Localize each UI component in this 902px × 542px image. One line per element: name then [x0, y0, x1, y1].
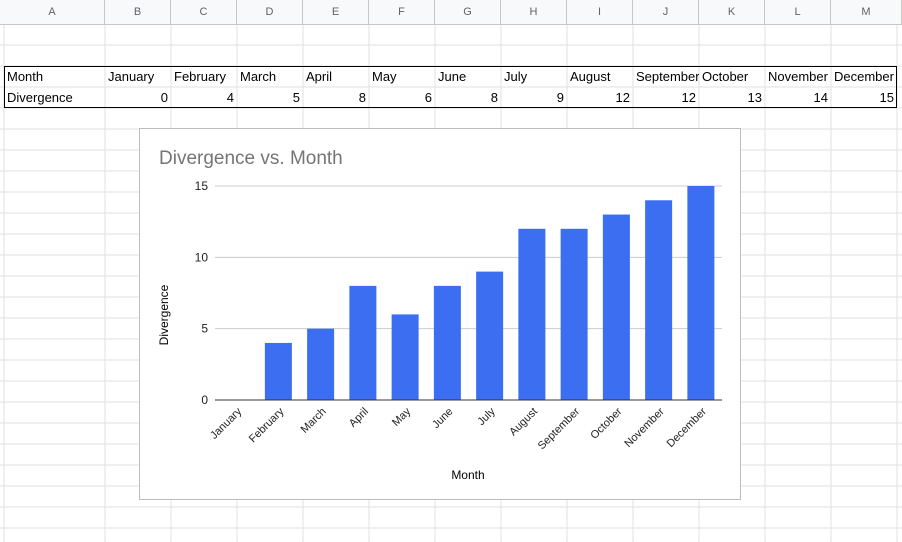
cell-month[interactable]: September	[636, 69, 699, 84]
bar-september[interactable]	[560, 228, 588, 400]
cell-month[interactable]: October	[702, 69, 749, 84]
cell-month[interactable]: May	[372, 69, 397, 84]
cell-value[interactable]: 15	[879, 90, 894, 105]
x-tick-label: July	[475, 405, 498, 428]
x-tick-label: April	[347, 406, 371, 430]
cell-value[interactable]: 13	[747, 90, 762, 105]
cell-value[interactable]: 14	[813, 90, 828, 105]
bar-december[interactable]	[687, 186, 715, 400]
cell-value[interactable]: 12	[615, 90, 630, 105]
bar-july[interactable]	[476, 271, 504, 400]
x-tick-label: November	[622, 405, 667, 450]
cell-divergence-header[interactable]: Divergence	[7, 90, 73, 105]
column-header-d[interactable]: D	[237, 0, 303, 24]
bar-chart: Divergence vs. Month 0 5 10 15 January Febru…	[157, 148, 722, 482]
cell-month[interactable]: August	[570, 69, 611, 84]
data-range-border	[4, 66, 897, 108]
column-header-h[interactable]: H	[501, 0, 567, 24]
cell-month[interactable]: April	[306, 69, 333, 84]
cell-value[interactable]: 12	[681, 90, 696, 105]
cell-month[interactable]: February	[174, 69, 227, 84]
cell-month[interactable]: March	[240, 69, 277, 84]
column-header-m[interactable]: M	[831, 0, 902, 24]
cell-value[interactable]: 9	[556, 90, 564, 105]
cell-month[interactable]: December	[834, 69, 894, 84]
cell-value[interactable]: 6	[424, 90, 432, 105]
column-header-b[interactable]: B	[105, 0, 171, 24]
bar-august[interactable]	[518, 228, 546, 400]
column-header-f[interactable]: F	[369, 0, 435, 24]
cell-value[interactable]: 8	[490, 90, 498, 105]
cell-value[interactable]: 0	[160, 90, 168, 105]
chart-title: Divergence vs. Month	[159, 148, 343, 169]
column-header-bar: A B C D E F G H I J K L M	[0, 0, 902, 25]
column-header-a[interactable]: A	[0, 0, 105, 24]
x-tick-label: September	[536, 405, 583, 452]
column-header-l[interactable]: L	[765, 0, 831, 24]
y-tick-label: 5	[201, 322, 208, 336]
cell-month[interactable]: January	[108, 69, 155, 84]
cell-value[interactable]: 8	[358, 90, 366, 105]
column-header-c[interactable]: C	[171, 0, 237, 24]
x-tick-label: June	[430, 406, 455, 431]
cell-month[interactable]: November	[768, 69, 828, 84]
x-tick-label: March	[299, 406, 329, 436]
y-tick-label: 0	[201, 393, 208, 407]
bar-march[interactable]	[307, 328, 335, 400]
bar-november[interactable]	[645, 200, 673, 400]
x-tick-label: October	[588, 405, 624, 441]
cell-month[interactable]: June	[438, 69, 467, 84]
x-tick-label: January	[208, 405, 245, 442]
embedded-chart[interactable]: Divergence vs. Month 0 5 10 15 January Febru…	[139, 128, 741, 500]
x-tick-label: August	[507, 406, 540, 439]
x-tick-label: December	[665, 405, 710, 450]
column-header-j[interactable]: J	[633, 0, 699, 24]
x-tick-label: May	[390, 405, 414, 429]
bar-april[interactable]	[349, 285, 377, 400]
column-header-g[interactable]: G	[435, 0, 501, 24]
cell-month[interactable]: July	[504, 69, 528, 84]
y-tick-label: 10	[195, 250, 209, 264]
x-axis-label: Month	[451, 468, 484, 482]
bar-february[interactable]	[264, 342, 292, 400]
bar-may[interactable]	[391, 314, 419, 400]
y-axis-label: Divergence	[157, 284, 171, 345]
column-header-i[interactable]: I	[567, 0, 633, 24]
cell-month-header[interactable]: Month	[7, 69, 44, 84]
x-tick-label: February	[247, 405, 287, 445]
cell-value[interactable]: 5	[292, 90, 300, 105]
bar-october[interactable]	[602, 214, 630, 400]
column-header-k[interactable]: K	[699, 0, 765, 24]
column-header-e[interactable]: E	[303, 0, 369, 24]
bar-june[interactable]	[433, 285, 461, 400]
cell-value[interactable]: 4	[226, 90, 234, 105]
y-tick-label: 15	[195, 179, 209, 193]
